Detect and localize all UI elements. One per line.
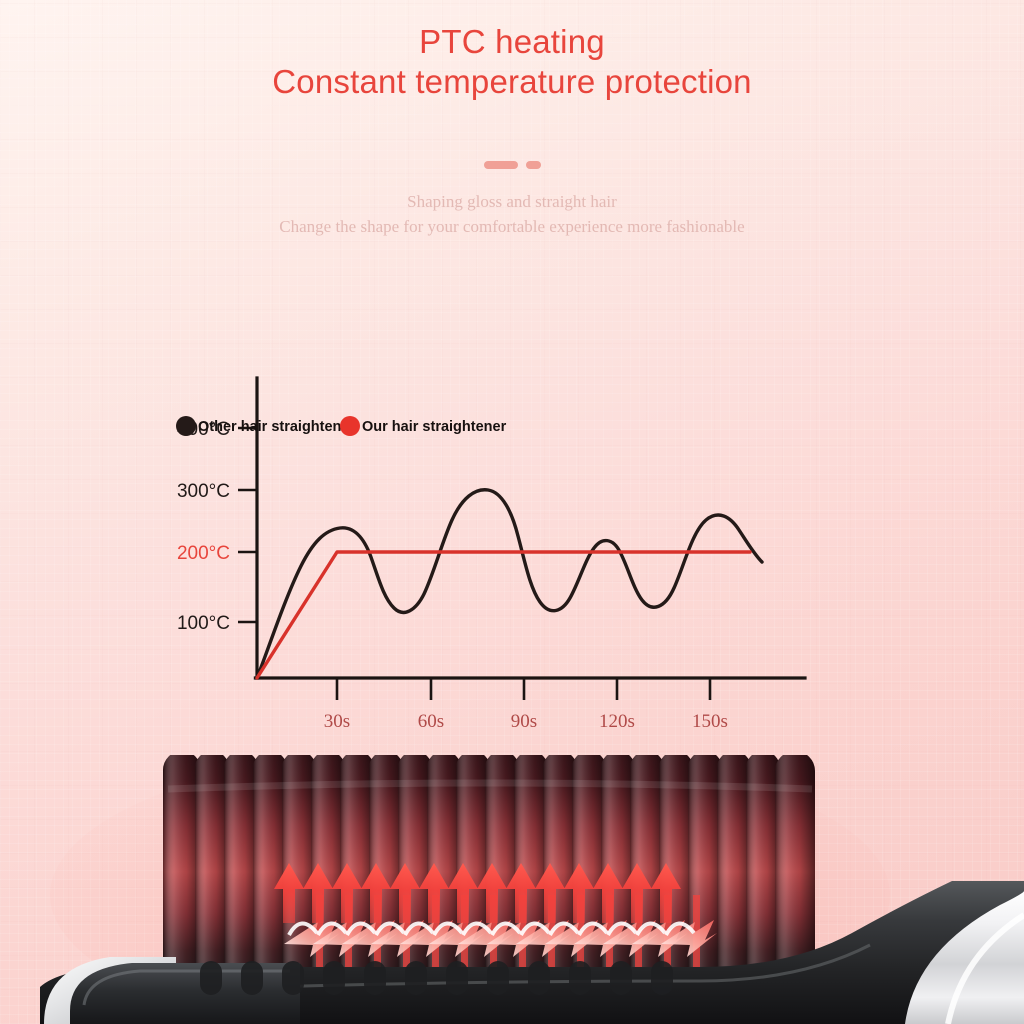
product-image bbox=[0, 755, 1024, 1024]
x-axis-label-120s: 120s bbox=[599, 711, 635, 732]
heat-arrows bbox=[274, 863, 681, 923]
x-axis-ticks bbox=[335, 678, 712, 700]
subtitle-line-2: Change the shape for your comfortable ex… bbox=[279, 216, 745, 236]
legend-dot-other-hair-straightener bbox=[176, 416, 196, 436]
device-handle bbox=[905, 891, 1024, 1024]
temperature-chart-svg: 100°C 200°C 300°C 400°C 30s 60s 90s 120s… bbox=[176, 376, 807, 732]
x-axis-labels: 30s 60s 90s 120s 150s bbox=[324, 711, 728, 732]
y-axis-ticks bbox=[238, 426, 257, 624]
tooth-roots bbox=[200, 961, 673, 995]
glide-arrows bbox=[284, 920, 717, 957]
y-axis-label-300: 300°C bbox=[177, 481, 230, 502]
divider-dash-short bbox=[525, 161, 541, 169]
chart-legend: Other hair straightener Our hair straigh… bbox=[176, 416, 507, 436]
subtitle: Shaping gloss and straight hair Change t… bbox=[0, 190, 1024, 239]
x-axis-label-90s: 90s bbox=[511, 711, 537, 732]
product-image-svg bbox=[40, 755, 1024, 1024]
x-axis-label-60s: 60s bbox=[418, 711, 444, 732]
series-our-hair-straightener bbox=[255, 550, 752, 680]
subtitle-line-1: Shaping gloss and straight hair bbox=[407, 192, 617, 211]
temperature-chart: 100°C 200°C 300°C 400°C 30s 60s 90s 120s… bbox=[150, 370, 870, 750]
y-axis-label-200: 200°C bbox=[177, 543, 230, 564]
x-axis-label-30s: 30s bbox=[324, 711, 350, 732]
y-axis-labels: 100°C 200°C 300°C 400°C bbox=[177, 419, 230, 634]
decorative-divider bbox=[0, 161, 1024, 169]
legend-label-other-hair-straightener: Other hair straightener bbox=[198, 419, 355, 435]
legend-label-our-hair-straightener: Our hair straightener bbox=[362, 419, 507, 435]
x-axis-label-150s: 150s bbox=[692, 711, 728, 732]
y-axis-label-100: 100°C bbox=[177, 613, 230, 634]
page-title-line-1: PTC heating bbox=[419, 23, 605, 60]
divider-dash-long bbox=[483, 161, 518, 169]
header: PTC heating Constant temperature protect… bbox=[0, 22, 1024, 103]
heat-streaks bbox=[316, 895, 700, 1024]
legend-dot-our-hair-straightener bbox=[340, 416, 360, 436]
page-title-line-2: Constant temperature protection bbox=[272, 63, 752, 101]
series-other-hair-straightener bbox=[255, 488, 764, 680]
